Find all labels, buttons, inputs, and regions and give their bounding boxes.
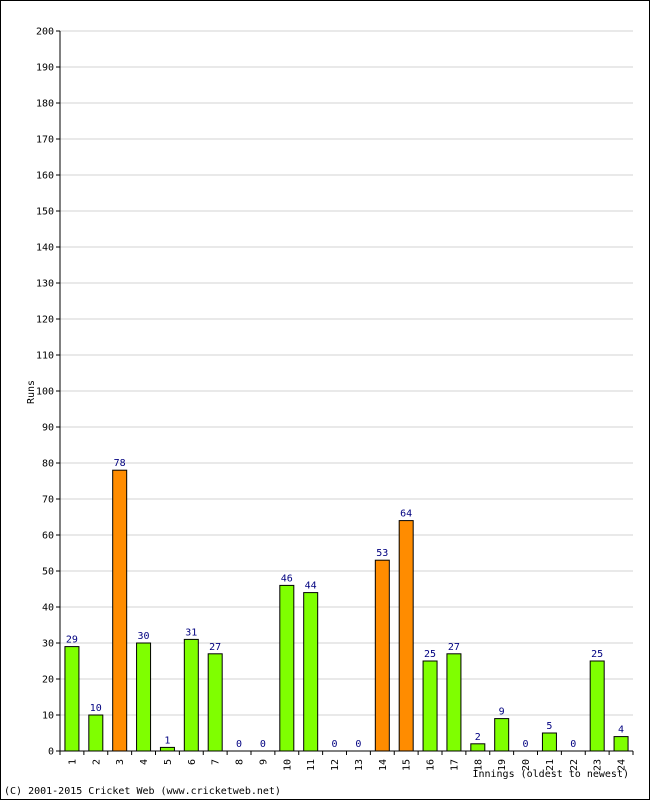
data-label: 30 — [138, 631, 150, 642]
data-label: 0 — [570, 739, 576, 750]
gridlines — [60, 30, 633, 716]
y-tick-label: 160 — [36, 171, 54, 182]
x-tick-label: 16 — [426, 759, 437, 771]
bar — [446, 653, 462, 752]
y-axis-label: Runs — [26, 380, 37, 404]
x-tick-label: 14 — [378, 759, 389, 771]
y-tick-label: 70 — [42, 495, 54, 506]
data-label: 64 — [400, 509, 412, 520]
y-tick-label: 140 — [36, 243, 54, 254]
data-label: 4 — [618, 725, 624, 736]
bar — [279, 584, 295, 752]
x-tick-label: 10 — [282, 759, 293, 771]
x-axis-label: Innings (oldest to newest) — [472, 769, 629, 780]
data-label: 0 — [332, 739, 338, 750]
bars — [64, 469, 629, 752]
data-label: 0 — [355, 739, 361, 750]
bar — [136, 642, 152, 752]
bar — [470, 743, 486, 752]
data-label: 2 — [475, 732, 481, 743]
data-label: 0 — [260, 739, 266, 750]
bar — [303, 592, 319, 752]
y-tick-label: 130 — [36, 279, 54, 290]
bar — [541, 732, 557, 752]
x-tick-label: 8 — [235, 759, 246, 765]
data-label: 25 — [424, 649, 436, 660]
y-tick-label: 80 — [42, 459, 54, 470]
data-label: 1 — [164, 735, 170, 746]
y-tick-label: 90 — [42, 423, 54, 434]
bar — [589, 660, 605, 752]
data-label: 46 — [281, 573, 293, 584]
bar — [374, 559, 390, 752]
x-tick-labels: 1 2 3 4 5 6 7 8 9 10 11 12 13 14 15 16 17 18 19 20 21 22 23 24 — [67, 759, 627, 771]
data-label: 31 — [185, 627, 197, 638]
bar — [183, 638, 199, 752]
y-tick-label: 0 — [48, 747, 54, 758]
y-tick-label: 180 — [36, 99, 54, 110]
bar — [494, 718, 510, 752]
y-tick-label: 20 — [42, 675, 54, 686]
x-tick-label: 17 — [449, 759, 460, 771]
x-tick-label: 15 — [402, 759, 413, 771]
data-label: 10 — [90, 703, 102, 714]
x-tick-label: 1 — [67, 759, 78, 765]
data-label: 29 — [66, 635, 78, 646]
data-label: 44 — [305, 581, 317, 592]
x-tick-label: 21 — [545, 759, 556, 771]
bar — [613, 736, 629, 752]
data-label: 53 — [376, 548, 388, 559]
bar — [88, 714, 104, 752]
x-tick-label: 2 — [91, 759, 102, 765]
y-tick-label: 200 — [36, 27, 54, 38]
bar — [112, 469, 128, 752]
bar — [398, 520, 414, 752]
y-tick-label: 10 — [42, 711, 54, 722]
bar — [422, 660, 438, 752]
y-tick-label: 170 — [36, 135, 54, 146]
data-label: 0 — [236, 739, 242, 750]
x-tick-label: 12 — [330, 759, 341, 771]
x-tick-label: 6 — [187, 759, 198, 765]
x-tick-label: 19 — [497, 759, 508, 771]
x-tick-label: 18 — [473, 759, 484, 771]
bar — [207, 653, 223, 752]
axes — [56, 30, 634, 755]
x-tick-label: 22 — [569, 759, 580, 771]
bar — [64, 646, 80, 752]
x-tick-label: 20 — [521, 759, 532, 771]
y-tick-label: 30 — [42, 639, 54, 650]
y-tick-label: 150 — [36, 207, 54, 218]
y-tick-label: 190 — [36, 63, 54, 74]
x-tick-label: 24 — [617, 759, 628, 771]
x-tick-label: 11 — [306, 759, 317, 771]
y-tick-label: 60 — [42, 531, 54, 542]
copyright-text: (C) 2001-2015 Cricket Web (www.cricketwe… — [4, 786, 281, 797]
x-tick-label: 23 — [593, 759, 604, 771]
y-tick-label: 100 — [36, 387, 54, 398]
data-label: 27 — [209, 642, 221, 653]
y-tick-label: 50 — [42, 567, 54, 578]
x-tick-label: 5 — [163, 759, 174, 765]
data-label: 0 — [523, 739, 529, 750]
x-tick-label: 13 — [354, 759, 365, 771]
bar — [159, 746, 175, 752]
x-tick-label: 4 — [139, 759, 150, 765]
y-tick-label: 40 — [42, 603, 54, 614]
y-tick-labels: 0 10 20 30 40 50 60 70 80 90 100 110 120 130 140 150 160… — [36, 27, 54, 758]
data-label: 9 — [499, 707, 505, 718]
data-label: 27 — [448, 642, 460, 653]
y-tick-label: 110 — [36, 351, 54, 362]
x-tick-label: 3 — [115, 759, 126, 765]
y-tick-label: 120 — [36, 315, 54, 326]
x-tick-label: 9 — [258, 759, 269, 765]
data-label: 78 — [114, 458, 126, 469]
data-label: 25 — [591, 649, 603, 660]
data-label: 5 — [546, 721, 552, 732]
x-tick-label: 7 — [211, 759, 222, 765]
